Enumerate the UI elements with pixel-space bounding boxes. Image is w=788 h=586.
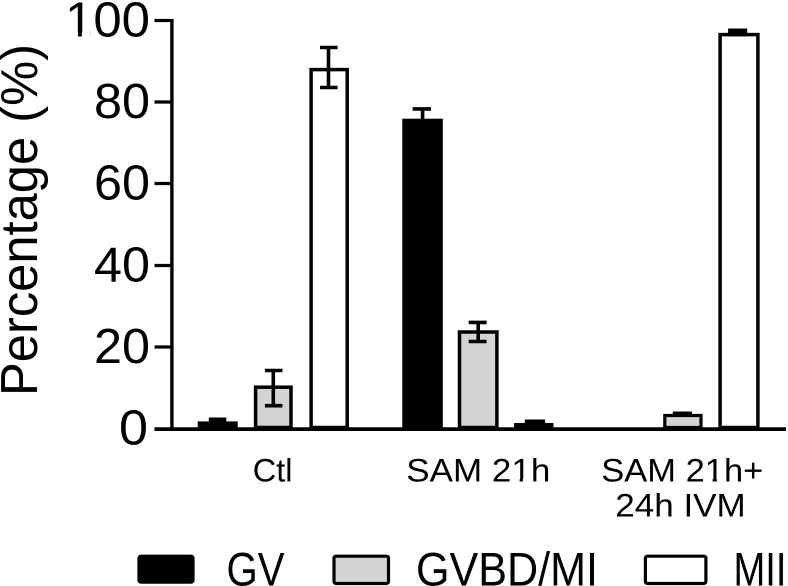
svg-text:GVBD/MI: GVBD/MI: [416, 544, 598, 586]
svg-text:MII: MII: [734, 544, 787, 586]
svg-text:40: 40: [94, 238, 150, 293]
svg-text:GV: GV: [227, 544, 285, 586]
svg-text:SAM 21h: SAM 21h: [406, 453, 550, 489]
svg-text:24h IVM: 24h IVM: [615, 488, 746, 524]
svg-text:60: 60: [94, 156, 150, 211]
svg-text:Percentage (%): Percentage (%): [0, 44, 48, 396]
svg-text:20: 20: [94, 319, 150, 374]
svg-text:100: 100: [65, 0, 150, 48]
svg-text:Ctl: Ctl: [253, 453, 293, 489]
svg-text:80: 80: [94, 74, 150, 129]
svg-text:0: 0: [119, 401, 148, 456]
svg-text:SAM 21h+: SAM 21h+: [601, 453, 763, 489]
